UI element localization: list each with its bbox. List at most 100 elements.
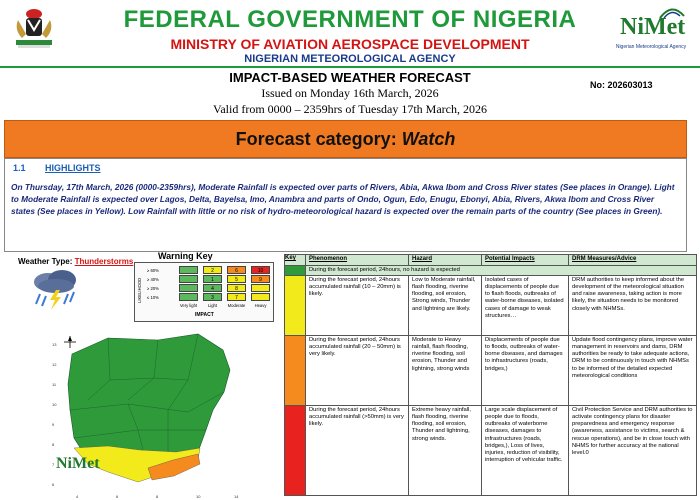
- drm-cell: DRM authorities to keep informed about t…: [568, 274, 697, 336]
- drm-cell: Update flood contingency plans, improve …: [568, 334, 697, 406]
- wk-cell: 1: [203, 275, 222, 283]
- highlights-section: 1.1 HIGHLIGHTS On Thursday, 17th March, …: [4, 158, 687, 252]
- col-impacts-header: Potential Impacts: [481, 254, 569, 266]
- nimet-logo: NiMet Nigerian Meteorological Agency: [608, 6, 694, 56]
- svg-text:8: 8: [52, 442, 55, 447]
- col-drm-header: DRM Measures/Advice: [568, 254, 697, 266]
- key-swatch-red: [284, 404, 306, 496]
- wk-row-label: ≤ 10%: [147, 295, 159, 300]
- ministry-title: MINISTRY OF AVIATION AEROSPACE DEVELOPME…: [170, 36, 530, 52]
- key-swatch-green: [284, 264, 306, 276]
- highlights-number: 1.1: [13, 163, 26, 173]
- forecast-category-banner: Forecast category: Watch: [4, 120, 687, 158]
- wk-cell: [179, 266, 198, 274]
- wk-cell: 4: [203, 284, 222, 292]
- warning-key-matrix: LIKELIHOOD ≥ 60% ≥ 40% ≥ 20% ≤ 10% 2 6 1…: [134, 262, 274, 322]
- highlights-text: On Thursday, 17th March, 2026 (0000-2359…: [11, 182, 675, 217]
- wk-col-label: Very light: [179, 303, 198, 308]
- svg-text:12: 12: [52, 362, 57, 367]
- wk-cell: 5: [227, 275, 246, 283]
- hazard-cell: Extreme heavy rainfall, flash flooding, …: [408, 404, 482, 496]
- wk-cell: 10: [251, 266, 270, 274]
- hazard-cell: Moderate to Heavy rainfall, flash floodi…: [408, 334, 482, 406]
- highlights-heading: HIGHLIGHTS: [45, 163, 101, 173]
- phenomenon-cell: During the forecast period, 24hours accu…: [305, 404, 409, 496]
- nimet-logo-brand: NiMet: [620, 14, 686, 40]
- government-title: FEDERAL GOVERNMENT OF NIGERIA: [123, 6, 577, 33]
- map-orange-region: [147, 453, 201, 481]
- agency-title: NIGERIAN METEOROLOGICAL AGENCY: [244, 53, 456, 65]
- map-state-borders: [69, 333, 225, 471]
- nimet-logo-subtitle: Nigerian Meteorological Agency: [615, 44, 687, 50]
- svg-text:6: 6: [52, 482, 55, 487]
- wk-cell: [179, 275, 198, 283]
- logo-arc-icon: [659, 8, 685, 19]
- issued-date: Issued on Monday 16th March, 2026: [261, 86, 439, 100]
- wk-cell: 7: [227, 293, 246, 301]
- svg-text:8: 8: [156, 494, 159, 499]
- key-swatch-yellow: [284, 274, 306, 336]
- hazard-cell: Low to Moderate rainfall, flash flooding…: [408, 274, 482, 336]
- svg-text:13: 13: [52, 342, 57, 347]
- thunderstorm-icon: [34, 270, 76, 310]
- wk-cell: 6: [227, 266, 246, 274]
- map-axis-bottom: 4 6 8 10 14: [76, 494, 239, 499]
- category-value: Watch: [401, 129, 456, 149]
- table-header-row: Key Phenomenon Hazard Potential Impacts …: [284, 254, 697, 266]
- wk-cell: 9: [251, 275, 270, 283]
- drm-cell: Civil Protection Service and DRM authori…: [568, 404, 697, 496]
- impacts-cell: Displacements of people due to floods, o…: [481, 334, 569, 406]
- wk-cell: [179, 284, 198, 292]
- svg-text:7: 7: [52, 462, 55, 467]
- phenomenon-cell: During the forecast period, 24hours accu…: [305, 274, 409, 336]
- valid-period: Valid from 0000 – 2359hrs of Tuesday 17t…: [213, 102, 487, 116]
- forecast-category-text: Forecast category: Watch: [5, 129, 686, 150]
- phenomenon-cell: During the forecast period, 24hours accu…: [305, 334, 409, 406]
- table-row: During the forecast period, 24hours accu…: [284, 274, 697, 336]
- weather-type-value: Thunderstorms: [74, 257, 134, 266]
- wk-row-label: ≥ 20%: [147, 286, 159, 291]
- header-divider: [0, 66, 700, 68]
- col-phenomenon-header: Phenomenon: [305, 254, 409, 266]
- impacts-cell: Isolated cases of displacements of peopl…: [481, 274, 569, 336]
- impact-axis-label: IMPACT: [195, 312, 214, 318]
- wk-cell: [251, 284, 270, 292]
- wk-cell: 8: [227, 284, 246, 292]
- map-nimet-logo: NiMet: [56, 455, 100, 472]
- compass-icon: [64, 336, 76, 348]
- wk-col-label: Heavy: [254, 303, 267, 308]
- forecast-title: IMPACT-BASED WEATHER FORECAST: [229, 70, 471, 85]
- wk-col-label: Moderate: [227, 303, 246, 308]
- category-prefix: Forecast category:: [235, 129, 402, 149]
- wk-row-label: ≥ 40%: [147, 277, 159, 282]
- warning-key-title: Warning Key: [158, 251, 213, 261]
- wk-cell: [251, 293, 270, 301]
- table-row: During the forecast period, 24hours accu…: [284, 404, 697, 496]
- table-row-no-hazard: During the forecast period, 24hours, no …: [284, 264, 697, 276]
- key-swatch-orange: [284, 334, 306, 406]
- wk-cell: 2: [203, 266, 222, 274]
- wk-row-label: ≥ 60%: [147, 268, 159, 273]
- svg-text:10: 10: [196, 494, 201, 499]
- reference-number: No: 202603013: [590, 80, 653, 90]
- svg-text:11: 11: [52, 382, 57, 387]
- svg-text:6: 6: [116, 494, 119, 499]
- coat-of-arms-logo: [16, 9, 52, 48]
- wk-cell: [179, 293, 198, 301]
- no-hazard-text: During the forecast period, 24hours, no …: [305, 264, 697, 276]
- svg-text:10: 10: [52, 402, 57, 407]
- nigeria-forecast-map: 13 12 11 10 9 8 7 6 4 6 8 10 14: [48, 330, 248, 500]
- svg-text:9: 9: [52, 422, 55, 427]
- col-hazard-header: Hazard: [408, 254, 482, 266]
- map-axis-ticks: 13 12 11 10 9 8 7 6: [52, 342, 57, 487]
- likelihood-axis-label: LIKELIHOOD: [137, 277, 142, 303]
- weather-type-label: Weather Type:: [18, 257, 75, 266]
- svg-text:4: 4: [76, 494, 79, 499]
- col-key-header: Key: [284, 254, 306, 266]
- wk-cell: 3: [203, 293, 222, 301]
- wk-col-label: Light: [207, 303, 218, 308]
- weather-type: Weather Type: Thunderstorms: [18, 257, 133, 266]
- impact-table: Key Phenomenon Hazard Potential Impacts …: [284, 254, 697, 496]
- impacts-cell: Large scale displacement of people due t…: [481, 404, 569, 496]
- table-row: During the forecast period, 24hours accu…: [284, 334, 697, 406]
